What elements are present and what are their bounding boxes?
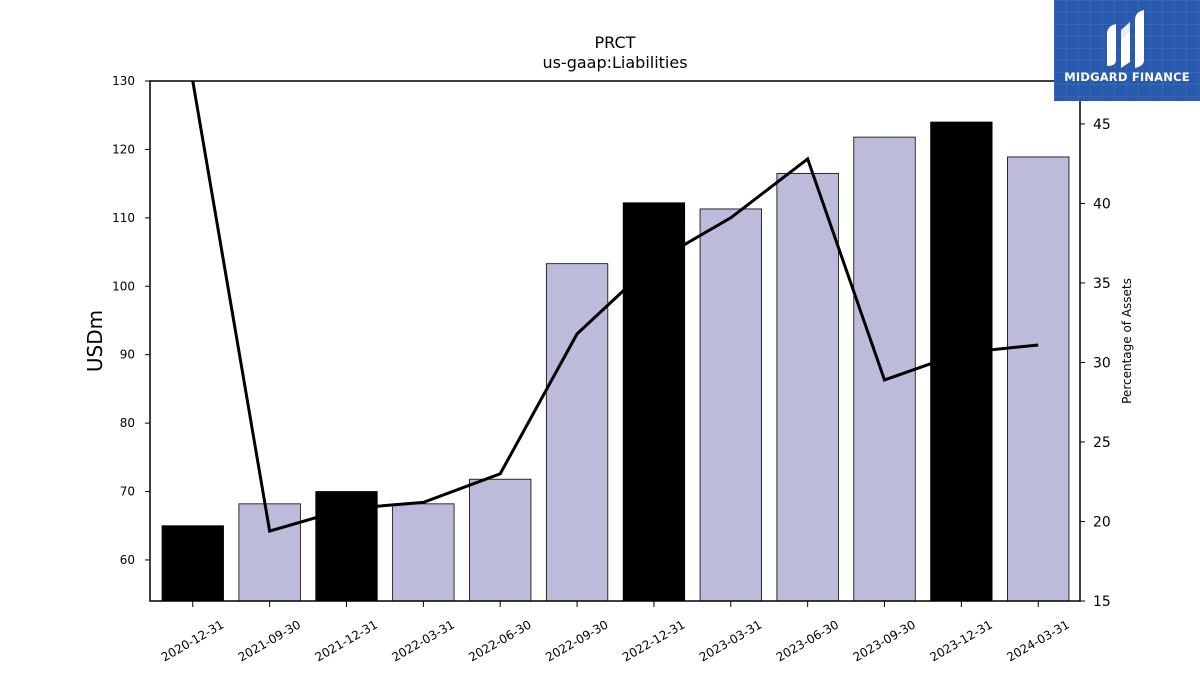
y2-tick-label: 25 xyxy=(1093,435,1111,451)
x-tick-label: 2021-09-30 xyxy=(236,617,303,664)
plot-frame xyxy=(149,80,1081,602)
x-tick-label: 2024-03-31 xyxy=(1004,617,1071,664)
y2-tick-label: 20 xyxy=(1093,514,1111,530)
y-axis-label: USDm xyxy=(83,310,107,372)
line-path xyxy=(191,81,1039,533)
y-tick-label: 110 xyxy=(112,211,135,225)
x-tick-label: 2023-06-30 xyxy=(774,617,841,664)
y-tick-label: 120 xyxy=(112,142,135,156)
bar xyxy=(238,503,301,602)
y-tick-label: 90 xyxy=(120,348,135,362)
bar xyxy=(776,172,839,602)
y-tick-label: 100 xyxy=(112,279,135,293)
line-series xyxy=(191,81,1039,533)
y-tick-label: 130 xyxy=(112,74,135,88)
x-tick-label: 2022-12-31 xyxy=(620,617,687,664)
y-tick-label: 80 xyxy=(120,416,135,430)
x-tick-label: 2022-03-31 xyxy=(389,617,456,664)
x-tick-label: 2020-12-31 xyxy=(159,617,226,664)
bar xyxy=(469,478,532,602)
x-tick-label: 2021-12-31 xyxy=(313,617,380,664)
x-tick-label: 2022-06-30 xyxy=(466,617,533,664)
y2-tick-label: 15 xyxy=(1093,594,1111,610)
logo-mark-icon xyxy=(1107,10,1144,68)
bar xyxy=(161,525,224,602)
left-axis: 60 70 80 90 100 110 120 130 xyxy=(112,74,150,567)
y2-tick-label: 30 xyxy=(1093,355,1111,371)
y-tick-label: 60 xyxy=(120,553,135,567)
x-tick-label: 2023-09-30 xyxy=(851,617,918,664)
y2-tick-label: 40 xyxy=(1093,196,1111,212)
y2-axis-label: Percentage of Assets xyxy=(1120,278,1134,404)
bar xyxy=(699,208,762,602)
chart-title: PRCT xyxy=(595,33,636,52)
midgard-finance-logo: MIDGARD FINANCE xyxy=(1054,0,1200,101)
logo-text: MIDGARD FINANCE xyxy=(1064,70,1190,84)
bar-series xyxy=(161,121,1070,602)
x-tick-label: 2022-09-30 xyxy=(543,617,610,664)
y2-tick-label: 45 xyxy=(1093,117,1111,133)
bar xyxy=(1007,156,1070,602)
bar xyxy=(392,503,455,602)
y-tick-label: 70 xyxy=(120,485,135,499)
right-axis: 15 20 25 30 35 40 45 xyxy=(1080,117,1111,610)
x-tick-label: 2023-03-31 xyxy=(697,617,764,664)
x-axis: 2020-12-31 2021-09-30 2021-12-31 2022-03-31… xyxy=(159,601,1072,664)
chart-subtitle: us-gaap:Liabilities xyxy=(542,53,687,72)
bar xyxy=(545,263,609,602)
x-tick-label: 2023-12-31 xyxy=(927,617,994,664)
y2-tick-label: 35 xyxy=(1093,276,1111,292)
bar xyxy=(853,136,916,602)
